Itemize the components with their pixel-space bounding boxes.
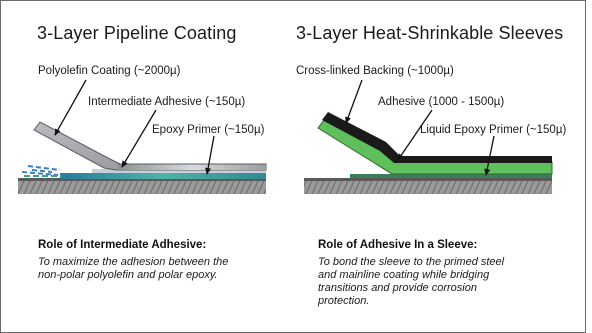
left-label-epoxy: Epoxy Primer (~150µ) <box>152 124 265 136</box>
left-title: 3-Layer Pipeline Coating <box>37 23 237 43</box>
right-label-backing: Cross-linked Backing (~1000µ) <box>296 65 454 77</box>
right-role-line: To bond the sleeve to the primed steel <box>318 256 505 268</box>
right-steel-substrate <box>304 178 552 194</box>
right-leader-layer1 <box>345 79 363 124</box>
left-label-adhesive: Intermediate Adhesive (~150µ) <box>88 96 246 108</box>
right-role-text: To bond the sleeve to the primed steel a… <box>318 256 504 308</box>
right-role-heading: Role of Adhesive In a Sleeve: <box>318 239 478 251</box>
right-label-adhesive: Adhesive (1000 - 1500µ) <box>378 96 505 108</box>
left-leader-layer1 <box>54 79 87 136</box>
left-role-line: non-polar polyolefin and polar epoxy. <box>38 269 218 281</box>
left-polyolefin-layer <box>33 121 267 171</box>
right-label-primer: Liquid Epoxy Primer (~150µ) <box>420 124 567 136</box>
right-role-line: and mainline coating while bridging <box>318 269 490 281</box>
left-leader-layer2 <box>121 109 157 168</box>
left-label-polyolefin: Polyolefin Coating (~2000µ) <box>38 65 181 77</box>
left-adhesive-layer <box>92 169 266 173</box>
left-role-text: To maximize the adhesion between the non… <box>38 256 228 282</box>
right-backing-layer <box>322 112 552 163</box>
left-epoxy-layer <box>21 165 266 179</box>
right-role-line: protection. <box>318 295 370 307</box>
right-role-line: transitions and provide corrosion <box>318 282 477 294</box>
right-leader-layer2 <box>397 109 433 161</box>
left-role-heading: Role of Intermediate Adhesive: <box>38 239 207 251</box>
left-leader-layer3 <box>205 135 215 175</box>
right-primer-layer <box>350 174 552 178</box>
right-leader-layer3 <box>484 135 495 176</box>
left-role-line: To maximize the adhesion between the <box>38 256 229 268</box>
right-title: 3-Layer Heat-Shrinkable Sleeves <box>296 23 564 43</box>
left-steel-substrate <box>18 178 266 194</box>
